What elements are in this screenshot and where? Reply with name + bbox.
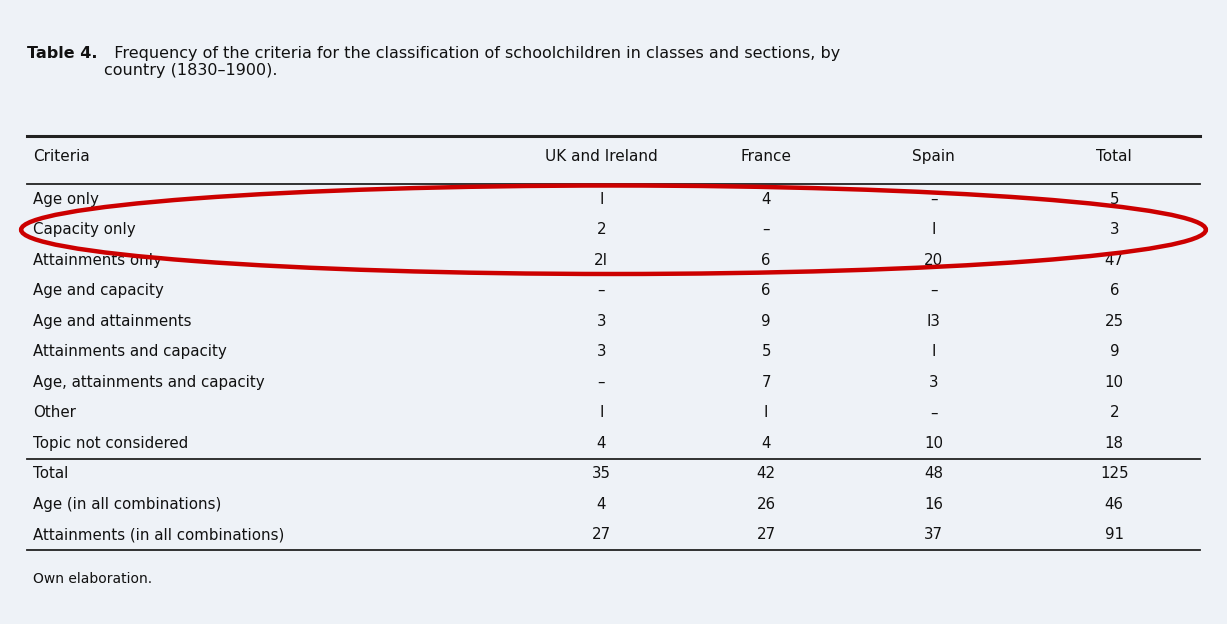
Text: 46: 46 — [1104, 497, 1124, 512]
Text: 18: 18 — [1104, 436, 1124, 451]
Text: 125: 125 — [1099, 466, 1129, 481]
Text: 3: 3 — [596, 344, 606, 359]
Text: 47: 47 — [1104, 253, 1124, 268]
Text: –: – — [598, 375, 605, 390]
Text: 25: 25 — [1104, 314, 1124, 329]
Text: Topic not considered: Topic not considered — [33, 436, 189, 451]
Text: 42: 42 — [757, 466, 775, 481]
Text: 10: 10 — [1104, 375, 1124, 390]
Text: 9: 9 — [762, 314, 771, 329]
Text: 48: 48 — [924, 466, 944, 481]
Text: 20: 20 — [924, 253, 944, 268]
Text: Table 4.: Table 4. — [27, 46, 98, 61]
Text: 7: 7 — [762, 375, 771, 390]
Text: Attainments and capacity: Attainments and capacity — [33, 344, 227, 359]
Text: –: – — [930, 192, 937, 207]
Text: Other: Other — [33, 406, 76, 421]
Text: 4: 4 — [596, 497, 606, 512]
Text: I: I — [599, 406, 604, 421]
Text: 27: 27 — [591, 527, 611, 542]
Text: Total: Total — [33, 466, 69, 481]
Text: Capacity only: Capacity only — [33, 222, 136, 237]
Text: 35: 35 — [591, 466, 611, 481]
Text: 4: 4 — [596, 436, 606, 451]
Text: Frequency of the criteria for the classification of schoolchildren in classes an: Frequency of the criteria for the classi… — [104, 46, 840, 79]
Text: 16: 16 — [924, 497, 944, 512]
Text: Attainments only: Attainments only — [33, 253, 162, 268]
Text: 4: 4 — [762, 192, 771, 207]
Text: Spain: Spain — [912, 149, 955, 164]
Text: 6: 6 — [762, 253, 771, 268]
Text: 2I: 2I — [594, 253, 609, 268]
Text: I: I — [764, 406, 768, 421]
Text: UK and Ireland: UK and Ireland — [545, 149, 658, 164]
Text: Age (in all combinations): Age (in all combinations) — [33, 497, 222, 512]
Text: 27: 27 — [757, 527, 775, 542]
Text: Own elaboration.: Own elaboration. — [33, 572, 152, 586]
Text: 91: 91 — [1104, 527, 1124, 542]
Text: 10: 10 — [924, 436, 944, 451]
Text: Age only: Age only — [33, 192, 99, 207]
Text: France: France — [741, 149, 791, 164]
Text: I: I — [931, 222, 936, 237]
Text: –: – — [598, 283, 605, 298]
Text: –: – — [930, 283, 937, 298]
Text: –: – — [930, 406, 937, 421]
Text: Age and capacity: Age and capacity — [33, 283, 164, 298]
Text: I3: I3 — [926, 314, 940, 329]
Text: 2: 2 — [1109, 406, 1119, 421]
Text: Age, attainments and capacity: Age, attainments and capacity — [33, 375, 265, 390]
Text: 26: 26 — [757, 497, 775, 512]
Text: 9: 9 — [1109, 344, 1119, 359]
Text: 3: 3 — [929, 375, 939, 390]
Text: Attainments (in all combinations): Attainments (in all combinations) — [33, 527, 285, 542]
Text: Total: Total — [1097, 149, 1133, 164]
Text: I: I — [599, 192, 604, 207]
Text: I: I — [931, 344, 936, 359]
Text: 2: 2 — [596, 222, 606, 237]
Text: 3: 3 — [596, 314, 606, 329]
Text: 6: 6 — [762, 283, 771, 298]
Text: –: – — [762, 222, 769, 237]
Text: 5: 5 — [762, 344, 771, 359]
Text: 6: 6 — [1109, 283, 1119, 298]
Text: 5: 5 — [1109, 192, 1119, 207]
Text: 4: 4 — [762, 436, 771, 451]
Text: Criteria: Criteria — [33, 149, 90, 164]
Text: Age and attainments: Age and attainments — [33, 314, 191, 329]
Text: 37: 37 — [924, 527, 944, 542]
Text: 3: 3 — [1109, 222, 1119, 237]
